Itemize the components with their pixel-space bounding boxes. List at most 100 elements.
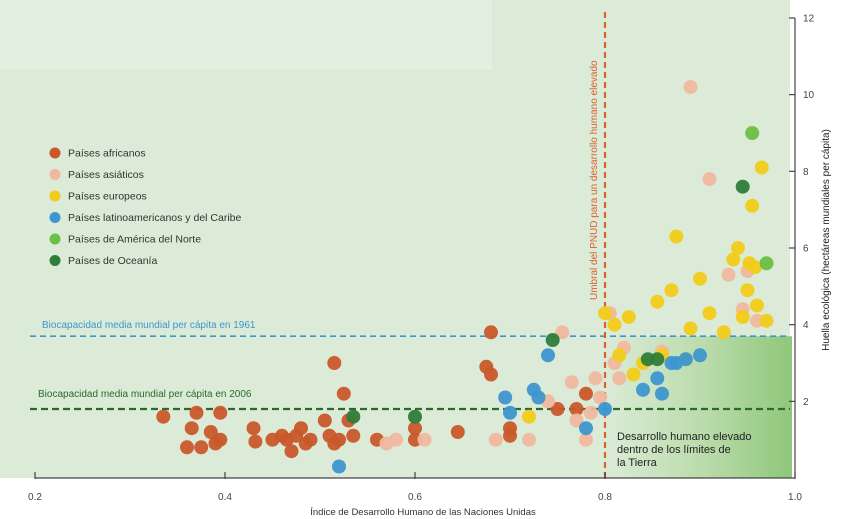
point-oceania (735, 179, 750, 194)
legend: Países africanos Países asiáticos Países e… (49, 147, 241, 267)
point-asia (389, 432, 403, 447)
legend-swatch-north_america (49, 233, 61, 245)
point-north_america (759, 256, 774, 271)
point-europe (702, 306, 717, 321)
point-africa (327, 356, 342, 370)
point-africa (246, 421, 261, 436)
point-africa (213, 405, 228, 420)
point-oceania (545, 333, 560, 347)
x-tick-label: 0.8 (598, 492, 612, 503)
point-europe (759, 313, 774, 328)
point-latam (531, 390, 546, 405)
x-tick-label: 0.2 (28, 492, 42, 503)
point-latam (541, 348, 555, 363)
legend-swatch-africa (49, 147, 61, 159)
point-europe (754, 160, 769, 175)
point-africa (194, 440, 209, 455)
point-africa (579, 386, 593, 401)
y-tick-label: 8 (803, 167, 809, 178)
point-africa (336, 386, 351, 401)
x-tick-label: 0.6 (408, 492, 422, 503)
point-africa (332, 432, 346, 447)
point-latam (332, 459, 346, 474)
y-tick-label: 6 (803, 244, 809, 255)
point-africa (346, 428, 361, 443)
point-europe (750, 298, 764, 313)
legend-swatch-asia (49, 169, 61, 180)
point-asia (569, 413, 584, 428)
point-africa (213, 432, 228, 447)
point-europe (693, 271, 707, 286)
data-points (156, 80, 774, 474)
point-latam (650, 371, 665, 386)
point-africa (203, 425, 218, 439)
biocapacity-2006-label: Biocapacidad media mundial per cápita en… (38, 389, 252, 400)
y-tick-label: 12 (803, 14, 815, 25)
point-latam (655, 386, 669, 401)
point-africa (184, 421, 199, 436)
point-africa (569, 402, 584, 416)
point-africa (294, 421, 308, 436)
legend-swatch-latam (49, 212, 61, 223)
point-africa (189, 405, 204, 420)
point-latam (598, 402, 612, 416)
point-asia (721, 267, 736, 282)
point-africa (484, 325, 498, 340)
point-africa (408, 421, 422, 436)
point-africa (156, 409, 171, 424)
point-africa (248, 434, 263, 449)
pnud-threshold-label: Umbral del PNUD para un desarrollo human… (589, 60, 600, 300)
point-oceania (650, 352, 665, 367)
point-asia (583, 405, 598, 420)
point-asia (683, 80, 698, 94)
point-africa (550, 402, 565, 416)
point-north_america (745, 126, 760, 140)
legend-label-europe: Países europeos (68, 191, 147, 203)
point-latam (678, 352, 693, 367)
point-europe (716, 325, 731, 340)
x-axis-label: Índice de Desarrollo Humano de las Nacio… (310, 507, 536, 518)
point-africa (450, 425, 465, 439)
y-tick-label: 2 (803, 397, 809, 408)
point-latam (693, 348, 707, 363)
y-axis-label: Huella ecológica (hectáreas mundiales pe… (821, 129, 832, 351)
point-asia (702, 172, 717, 186)
point-europe (522, 409, 536, 424)
point-europe (626, 367, 641, 382)
point-europe (650, 294, 665, 309)
point-africa (284, 444, 299, 459)
point-europe (731, 241, 745, 255)
point-latam (579, 421, 593, 436)
point-latam (503, 405, 517, 420)
point-asia (593, 390, 608, 405)
point-europe (745, 198, 760, 213)
point-asia (555, 325, 570, 340)
point-europe (664, 283, 679, 298)
point-europe (740, 283, 755, 298)
x-tick-label: 1.0 (788, 492, 802, 503)
point-asia (417, 432, 432, 447)
point-europe (598, 306, 612, 321)
point-europe (621, 310, 636, 324)
point-africa (180, 440, 194, 455)
point-latam (636, 382, 650, 397)
point-oceania (346, 409, 361, 424)
point-africa (317, 413, 332, 428)
x-tick-label: 0.4 (218, 492, 232, 503)
point-asia (488, 432, 503, 447)
legend-swatch-oceania (49, 255, 61, 266)
point-europe (607, 317, 622, 332)
point-europe (735, 310, 750, 324)
y-tick-label: 10 (803, 90, 815, 101)
point-asia (522, 432, 536, 447)
legend-label-north_america: Países de América del Norte (68, 234, 201, 246)
point-africa (303, 432, 318, 447)
point-asia (588, 371, 603, 386)
point-asia (564, 375, 579, 390)
plot-background-highlight (0, 0, 492, 70)
point-europe (612, 348, 627, 363)
biocapacity-1961-label: Biocapacidad media mundial per cápita en… (42, 320, 256, 331)
y-tick-label: 4 (803, 320, 809, 331)
point-asia (612, 371, 627, 386)
